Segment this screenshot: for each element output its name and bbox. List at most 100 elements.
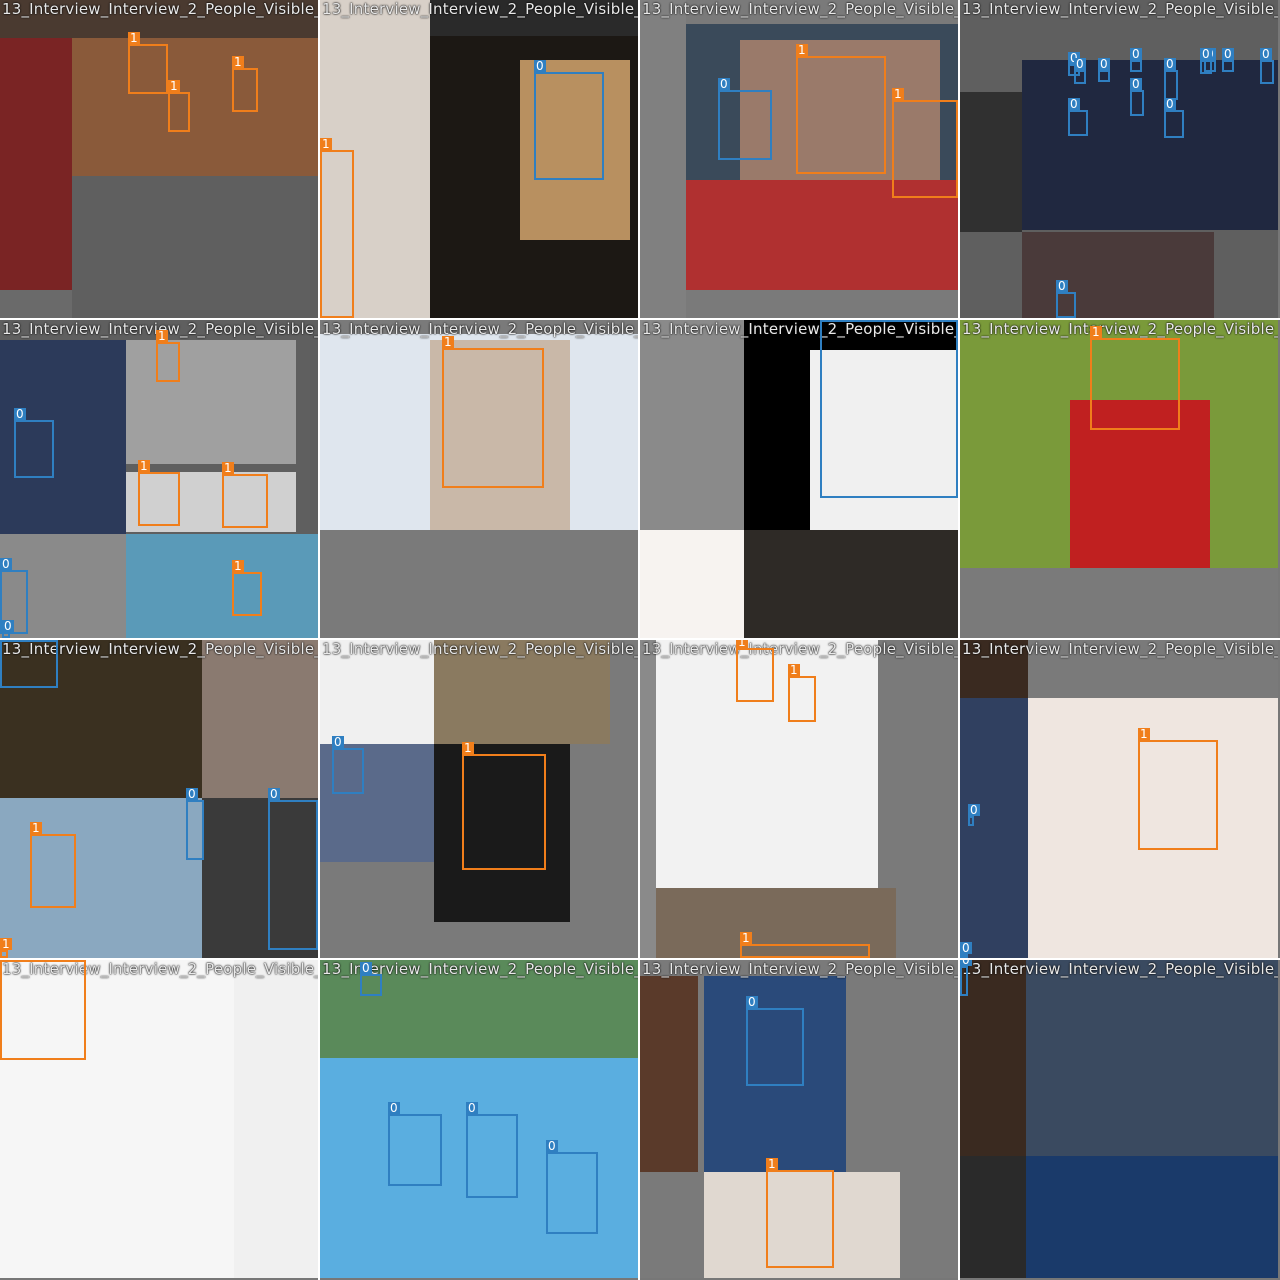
photo-fragment — [640, 320, 744, 530]
mosaic-tile: 13_Interview_Interview_2_People_Visible_… — [0, 640, 318, 958]
face-detection-box: 0 — [1200, 48, 1212, 74]
photo-fragment — [320, 0, 430, 318]
photo-fragment — [126, 340, 296, 464]
photo-fragment — [0, 640, 202, 798]
tile-title: 13_Interview_Interview_2_People_Visible_ — [2, 960, 318, 978]
photo-fragment — [640, 0, 686, 318]
photo-fragment — [0, 534, 126, 638]
class-label: 1 — [168, 79, 180, 93]
mosaic-tile: 13_Interview_Interview_2_People_Visible_… — [960, 640, 1278, 958]
mask-detection-box: 1 — [788, 664, 816, 722]
tile-title: 13_Interview_Interview_2_People_Visible_ — [642, 320, 958, 338]
mask-detection-box: 1 — [796, 44, 886, 174]
class-label: 1 — [1090, 325, 1102, 339]
grid-divider — [318, 0, 320, 1280]
mosaic-tile: 13_Interview_Interview_2_People_Visible_… — [0, 0, 318, 318]
class-label: 1 — [222, 461, 234, 475]
mosaic-tile: 13_Interview_Interview_2_People_Visible_… — [640, 640, 958, 958]
class-label: 0 — [186, 787, 198, 801]
photo-fragment — [320, 960, 638, 1058]
photo-fragment — [960, 698, 1028, 958]
photo-fragment — [430, 340, 570, 530]
mask-detection-box: 1 — [156, 330, 180, 382]
photo-fragment — [0, 0, 72, 290]
tile-title: 13_Interview_Interview_2_People_Visible_ — [322, 640, 638, 658]
class-label: 0 — [1098, 57, 1110, 71]
photo-fragment — [640, 976, 698, 1172]
mask-detection-box: 1 — [1090, 326, 1180, 430]
face-detection-box: 0 — [0, 640, 58, 688]
mask-detection-box: 1 — [766, 1158, 834, 1268]
class-label: 1 — [892, 87, 904, 101]
tile-title: 13_Interview_Interview_2_People_Visible_ — [322, 0, 638, 18]
face-detection-box: 0 — [466, 1102, 518, 1198]
face-detection-box: 0 — [1068, 98, 1088, 136]
face-detection-box: 0 — [968, 804, 980, 826]
mask-detection-box: 1 — [0, 938, 12, 958]
class-label: 0 — [1130, 47, 1142, 61]
class-label: 0 — [534, 59, 546, 73]
class-label: 0 — [960, 960, 972, 966]
mask-detection-box: 1 — [222, 462, 268, 528]
tile-title: 13_Interview_Interview_2_People_Visible_ — [322, 320, 638, 338]
mask-detection-box: 1 — [442, 336, 544, 488]
tile-title: 13_Interview_Interview_2_People_Visible_ — [642, 0, 958, 18]
class-label: 0 — [546, 1139, 558, 1153]
photo-fragment — [202, 798, 318, 958]
class-label: 0 — [1200, 47, 1212, 61]
mosaic-tile: 13_Interview_Interview_2_People_Visible_… — [640, 320, 958, 638]
photo-fragment — [320, 1058, 638, 1278]
photo-fragment — [0, 340, 126, 552]
class-label: 1 — [30, 821, 42, 835]
class-label: 0 — [1164, 97, 1176, 111]
mosaic-tile: 13_Interview_Interview_2_People_Visible_… — [640, 0, 958, 318]
tile-title: 13_Interview_Interview_2_People_Visible_ — [962, 960, 1278, 978]
mask-detection-box: 1 — [0, 960, 86, 1060]
tile-title: 13_Interview_Interview_2_People_Visible_ — [2, 320, 318, 338]
class-label: 0 — [718, 77, 730, 91]
photo-fragment — [744, 530, 958, 638]
photo-fragment — [960, 960, 1026, 1156]
tile-title: 13_Interview_Interview_2_People_Visible_ — [962, 640, 1278, 658]
face-detection-box: 0 — [186, 788, 204, 860]
face-detection-box: 0 — [1130, 48, 1142, 72]
photo-fragment — [1026, 1156, 1278, 1278]
tile-title: 13_Interview_Interview_2_People_Visible_ — [322, 960, 638, 978]
mask-detection-box: 1 — [462, 742, 546, 870]
mosaic-tile: 13_Interview_Interview_2_People_Visible_… — [320, 960, 638, 1278]
class-label: 1 — [232, 55, 244, 69]
face-detection-box: 0 — [1260, 48, 1274, 84]
face-detection-box: 0 — [718, 78, 772, 160]
face-detection-box: 0 — [1164, 58, 1178, 100]
class-label: 1 — [1138, 727, 1150, 741]
class-label: 1 — [320, 137, 332, 151]
class-label: 1 — [462, 741, 474, 755]
class-label: 1 — [740, 931, 752, 945]
class-label: 1 — [442, 335, 454, 349]
class-label: 0 — [1068, 52, 1080, 64]
class-label: 0 — [14, 407, 26, 421]
grid-divider — [638, 0, 640, 1280]
photo-fragment — [234, 960, 318, 1278]
photo-fragment — [810, 350, 958, 530]
face-detection-box: 0 — [1098, 58, 1110, 82]
grid-divider — [0, 638, 1280, 640]
photo-fragment — [686, 180, 958, 290]
face-detection-box: 0 — [546, 1140, 598, 1234]
photo-fragment — [434, 640, 610, 744]
photo-fragment — [320, 640, 434, 744]
class-label: 0 — [746, 995, 758, 1009]
class-label: 1 — [156, 329, 168, 343]
photo-fragment — [0, 960, 234, 1278]
mosaic-tile: 13_Interview_Interview_2_People_Visible_… — [960, 320, 1278, 638]
tile-title: 13_Interview_Interview_2_People_Visible_ — [962, 0, 1278, 18]
face-detection-box: 0 — [746, 996, 804, 1086]
photo-fragment — [1026, 960, 1278, 1156]
grid-divider — [0, 318, 1280, 320]
mosaic-tile: 13_Interview_Interview_2_People_Visible_… — [320, 320, 638, 638]
mosaic-tile: 13_Interview_Interview_2_People_Visible_… — [320, 640, 638, 958]
face-detection-box: 0 — [0, 558, 28, 634]
face-detection-box: 0 — [820, 320, 958, 498]
mask-detection-box: 1 — [168, 80, 190, 132]
